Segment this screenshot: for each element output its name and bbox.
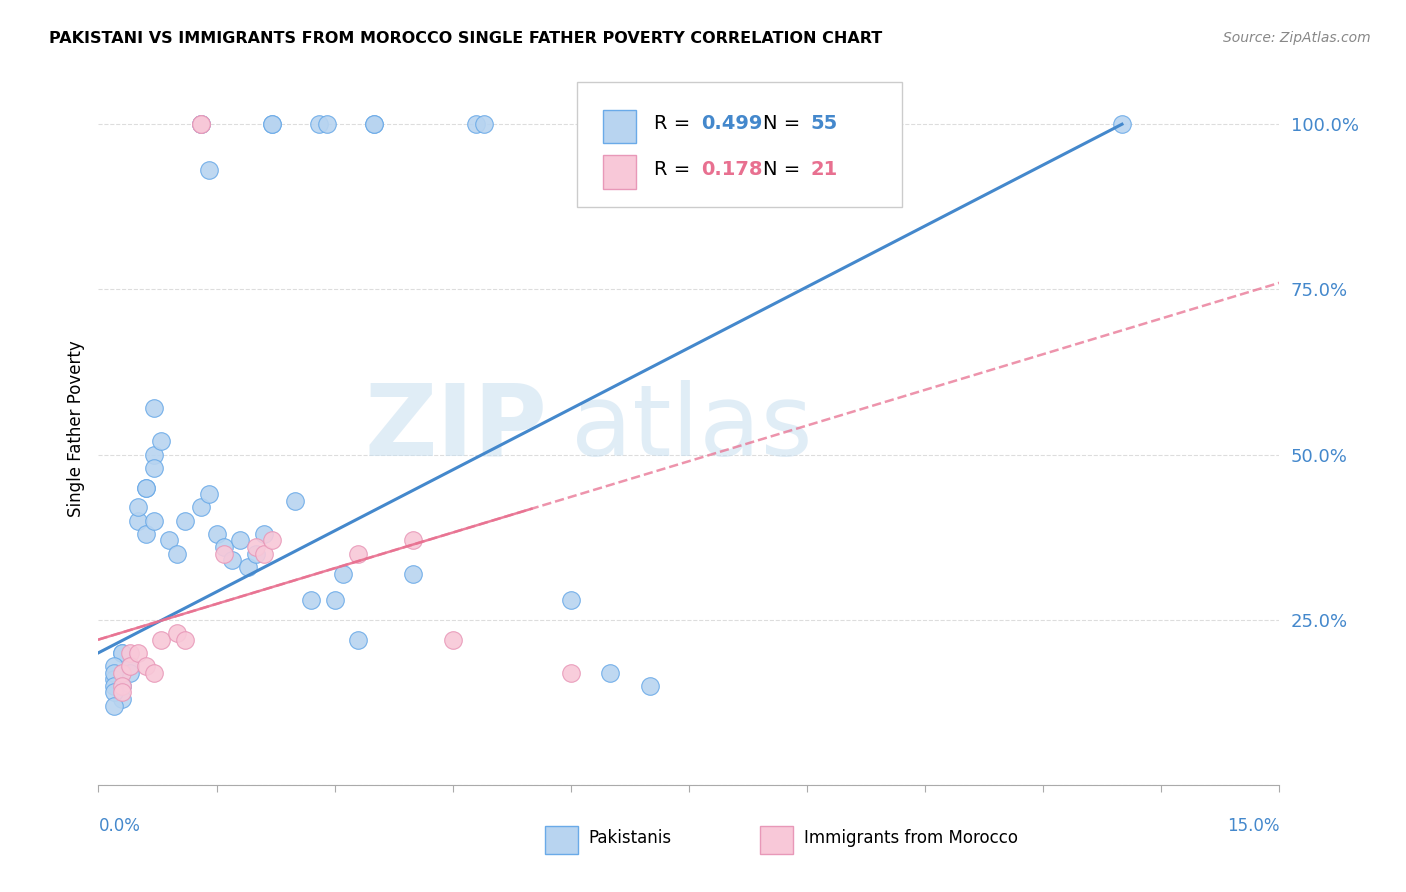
Point [229, 533, 252, 548]
Point [190, 500, 212, 515]
Point [127, 646, 149, 660]
Point [260, 117, 283, 131]
Point [190, 117, 212, 131]
Point [111, 679, 134, 693]
Point [103, 679, 125, 693]
Point [323, 593, 346, 607]
Point [135, 659, 157, 673]
Point [111, 692, 134, 706]
Point [245, 547, 267, 561]
Point [441, 632, 464, 647]
Point [363, 117, 385, 131]
Text: R =: R = [654, 114, 696, 133]
Point [118, 646, 141, 660]
Point [127, 500, 149, 515]
Point [111, 646, 134, 660]
Point [402, 533, 425, 548]
Point [347, 632, 370, 647]
Point [315, 117, 337, 131]
Point [221, 553, 243, 567]
FancyBboxPatch shape [603, 155, 636, 189]
Text: ZIP: ZIP [364, 380, 547, 476]
Point [190, 117, 212, 131]
Point [197, 487, 219, 501]
Point [299, 593, 322, 607]
Point [118, 659, 141, 673]
Point [197, 163, 219, 178]
Text: 21: 21 [811, 160, 838, 178]
Y-axis label: Single Father Poverty: Single Father Poverty [66, 340, 84, 516]
Point [253, 547, 276, 561]
Point [103, 665, 125, 680]
Point [150, 434, 173, 449]
Point [236, 560, 259, 574]
Point [308, 117, 330, 131]
Point [135, 481, 157, 495]
Text: R =: R = [654, 160, 696, 178]
Point [214, 547, 236, 561]
Text: 0.499: 0.499 [700, 114, 762, 133]
Point [332, 566, 354, 581]
Text: 0.178: 0.178 [700, 160, 762, 178]
FancyBboxPatch shape [603, 110, 636, 143]
Point [214, 540, 236, 554]
Point [111, 679, 134, 693]
Point [111, 665, 134, 680]
Point [142, 401, 165, 416]
Text: 15.0%: 15.0% [1227, 817, 1279, 835]
Point [472, 117, 495, 131]
Text: N =: N = [763, 114, 807, 133]
Text: 0.0%: 0.0% [98, 817, 141, 835]
Point [118, 659, 141, 673]
Point [205, 527, 228, 541]
Point [135, 527, 157, 541]
Point [284, 493, 307, 508]
Point [638, 679, 661, 693]
Point [103, 672, 125, 686]
Point [111, 685, 134, 699]
FancyBboxPatch shape [546, 826, 578, 855]
Point [103, 698, 125, 713]
Point [166, 626, 188, 640]
Point [174, 514, 197, 528]
Text: Pakistanis: Pakistanis [589, 830, 672, 847]
Point [157, 533, 180, 548]
Text: N =: N = [763, 160, 807, 178]
Point [103, 659, 125, 673]
Point [103, 685, 125, 699]
Point [465, 117, 488, 131]
Point [142, 460, 165, 475]
Point [166, 547, 188, 561]
Point [150, 632, 173, 647]
Text: 55: 55 [811, 114, 838, 133]
Point [363, 117, 385, 131]
Point [1111, 117, 1133, 131]
Point [253, 527, 276, 541]
FancyBboxPatch shape [759, 826, 793, 855]
Point [190, 117, 212, 131]
Point [560, 665, 582, 680]
Text: Immigrants from Morocco: Immigrants from Morocco [803, 830, 1018, 847]
Point [142, 514, 165, 528]
Point [402, 566, 425, 581]
Point [599, 665, 621, 680]
Point [190, 117, 212, 131]
Point [127, 514, 149, 528]
Point [135, 481, 157, 495]
Point [118, 665, 141, 680]
Point [142, 665, 165, 680]
Point [142, 448, 165, 462]
Point [260, 533, 283, 548]
FancyBboxPatch shape [576, 82, 901, 207]
Point [347, 547, 370, 561]
Point [174, 632, 197, 647]
Point [245, 540, 267, 554]
Text: Source: ZipAtlas.com: Source: ZipAtlas.com [1223, 31, 1371, 45]
Point [560, 593, 582, 607]
Point [260, 117, 283, 131]
Text: PAKISTANI VS IMMIGRANTS FROM MOROCCO SINGLE FATHER POVERTY CORRELATION CHART: PAKISTANI VS IMMIGRANTS FROM MOROCCO SIN… [49, 31, 883, 46]
Point [111, 646, 134, 660]
Text: atlas: atlas [571, 380, 813, 476]
